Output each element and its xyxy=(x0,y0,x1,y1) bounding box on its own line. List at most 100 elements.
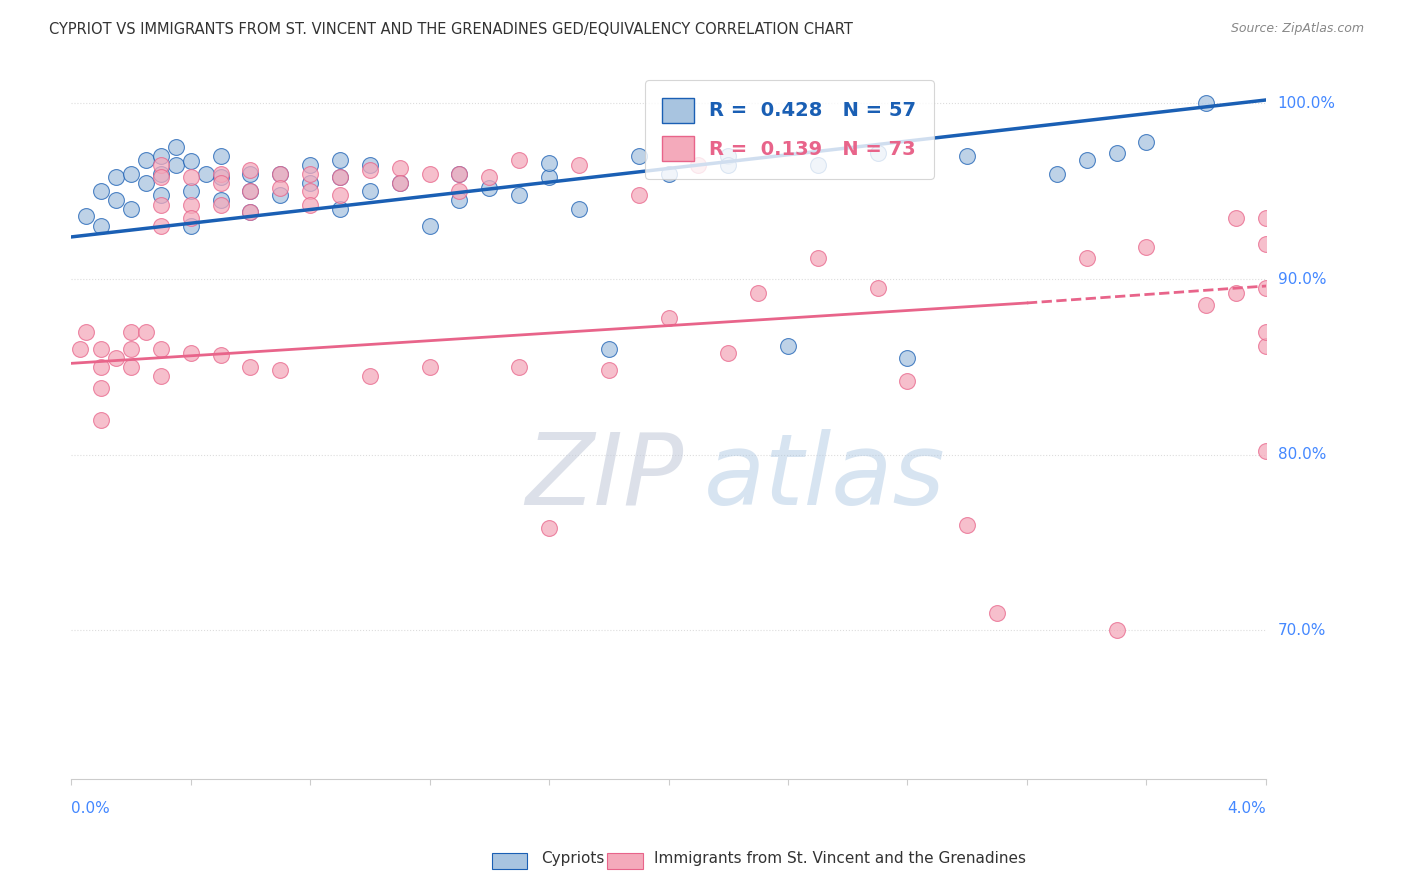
Point xyxy=(807,251,830,265)
Point xyxy=(449,167,471,181)
Point xyxy=(180,198,202,212)
Point xyxy=(1135,135,1157,149)
Point xyxy=(478,181,501,195)
Point xyxy=(896,351,918,365)
Point xyxy=(149,368,172,383)
Legend: R =  0.428   N = 57, R =  0.139   N = 73: R = 0.428 N = 57, R = 0.139 N = 73 xyxy=(645,80,934,178)
Point xyxy=(194,167,217,181)
Point xyxy=(209,347,232,361)
Point xyxy=(209,193,232,207)
Point xyxy=(776,339,799,353)
Point xyxy=(807,158,830,172)
Point xyxy=(359,158,381,172)
Point xyxy=(449,167,471,181)
Point xyxy=(657,167,679,181)
Point xyxy=(508,153,530,167)
Point xyxy=(449,184,471,198)
Text: 90.0%: 90.0% xyxy=(1278,271,1326,286)
Point xyxy=(627,149,650,163)
Point xyxy=(120,167,142,181)
Point xyxy=(329,170,352,185)
Point xyxy=(1076,153,1098,167)
Point xyxy=(299,167,322,181)
Point xyxy=(135,153,157,167)
Point xyxy=(717,158,740,172)
Point xyxy=(1225,286,1247,301)
Point xyxy=(538,170,561,185)
Point xyxy=(329,153,352,167)
Point xyxy=(986,606,1008,620)
Point xyxy=(568,158,591,172)
Point xyxy=(1135,240,1157,254)
Point xyxy=(180,346,202,360)
Point xyxy=(508,187,530,202)
Point xyxy=(120,343,142,357)
Point xyxy=(1254,325,1277,339)
Point xyxy=(165,140,187,154)
Point xyxy=(449,193,471,207)
Point xyxy=(239,184,262,198)
Point xyxy=(105,170,128,185)
Point xyxy=(149,198,172,212)
Point xyxy=(866,281,889,295)
Point xyxy=(1254,444,1277,458)
Point xyxy=(149,219,172,234)
Text: 100.0%: 100.0% xyxy=(1278,96,1336,111)
Point xyxy=(359,184,381,198)
Point xyxy=(149,187,172,202)
Point xyxy=(90,412,112,426)
Point xyxy=(538,156,561,170)
Point xyxy=(105,351,128,365)
Point xyxy=(269,167,291,181)
Point xyxy=(1105,145,1128,160)
Text: 70.0%: 70.0% xyxy=(1278,623,1326,638)
Point xyxy=(105,193,128,207)
Text: 4.0%: 4.0% xyxy=(1227,800,1265,815)
Point xyxy=(1076,251,1098,265)
Text: ZIP: ZIP xyxy=(526,429,683,525)
Text: atlas: atlas xyxy=(704,429,946,525)
Point xyxy=(239,359,262,374)
Point xyxy=(239,205,262,219)
Point xyxy=(90,184,112,198)
Point xyxy=(598,343,620,357)
Text: Immigrants from St. Vincent and the Grenadines: Immigrants from St. Vincent and the Gren… xyxy=(654,851,1026,865)
Point xyxy=(149,158,172,172)
Point xyxy=(299,198,322,212)
Point xyxy=(1254,236,1277,251)
Point xyxy=(359,368,381,383)
Point xyxy=(90,381,112,395)
Point xyxy=(388,161,411,176)
Point xyxy=(1046,167,1069,181)
Text: 80.0%: 80.0% xyxy=(1278,447,1326,462)
Point xyxy=(359,163,381,178)
Point xyxy=(239,205,262,219)
Point xyxy=(329,170,352,185)
Point xyxy=(180,154,202,169)
Point xyxy=(419,359,441,374)
Point xyxy=(657,310,679,325)
Point xyxy=(1254,339,1277,353)
Point xyxy=(956,149,979,163)
Point xyxy=(388,176,411,190)
Point xyxy=(388,176,411,190)
Point xyxy=(149,167,172,181)
Point xyxy=(209,176,232,190)
Point xyxy=(419,167,441,181)
Point xyxy=(299,176,322,190)
Point xyxy=(135,325,157,339)
Point xyxy=(120,325,142,339)
Text: 0.0%: 0.0% xyxy=(72,800,110,815)
Point xyxy=(149,170,172,185)
Point xyxy=(120,359,142,374)
Point xyxy=(239,184,262,198)
Point xyxy=(299,158,322,172)
Point xyxy=(120,202,142,216)
Point xyxy=(478,170,501,185)
Point xyxy=(69,343,91,357)
Point xyxy=(209,167,232,181)
Point xyxy=(269,363,291,377)
Point xyxy=(956,517,979,532)
Point xyxy=(180,184,202,198)
Text: Source: ZipAtlas.com: Source: ZipAtlas.com xyxy=(1230,22,1364,36)
